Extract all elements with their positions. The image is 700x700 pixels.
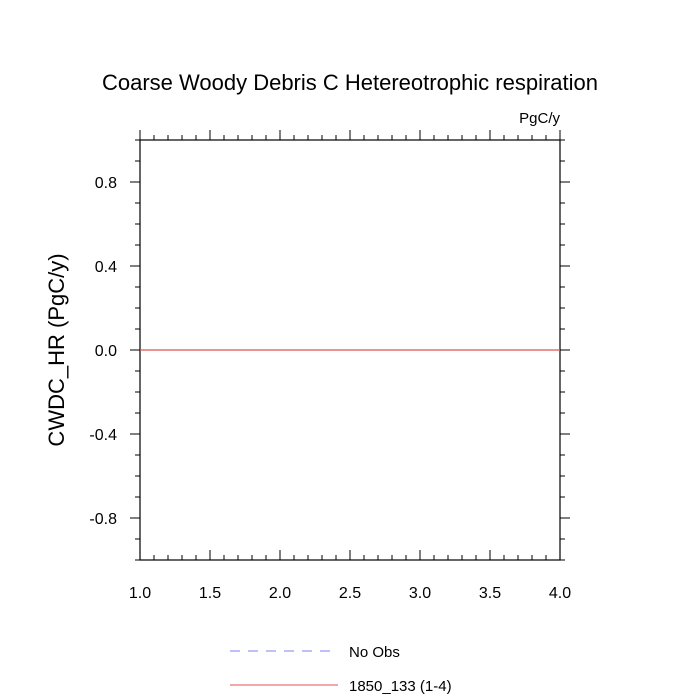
plot-area: 1.0 1.5 2.0 2.5 3.0 3.5 4.0 0.8 0.4 0.0 -0.4 -0.8 bbox=[89, 130, 571, 602]
y-tick-label: 0.8 bbox=[95, 175, 117, 192]
x-tick-label: 4.0 bbox=[549, 585, 571, 602]
x-tick-label: 1.0 bbox=[129, 585, 151, 602]
chart-title: Coarse Woody Debris C Hetereotrophic res… bbox=[102, 70, 598, 95]
x-tick-label: 2.0 bbox=[269, 585, 291, 602]
x-tick-label: 3.5 bbox=[479, 585, 501, 602]
units-label: PgC/y bbox=[519, 110, 560, 127]
x-tick-label: 3.0 bbox=[409, 585, 431, 602]
legend: No Obs 1850_133 (1-4) bbox=[230, 644, 452, 695]
y-tick-label: -0.8 bbox=[89, 511, 117, 528]
y-axis-label: CWDC_HR (PgC/y) bbox=[44, 253, 69, 446]
legend-label-1: 1850_133 (1-4) bbox=[349, 678, 452, 695]
legend-label-0: No Obs bbox=[349, 644, 400, 661]
y-tick-label: 0.0 bbox=[95, 343, 117, 360]
y-tick-label: 0.4 bbox=[95, 259, 117, 276]
y-tick-label: -0.4 bbox=[89, 427, 117, 444]
x-tick-label: 2.5 bbox=[339, 585, 361, 602]
x-tick-label: 1.5 bbox=[199, 585, 221, 602]
